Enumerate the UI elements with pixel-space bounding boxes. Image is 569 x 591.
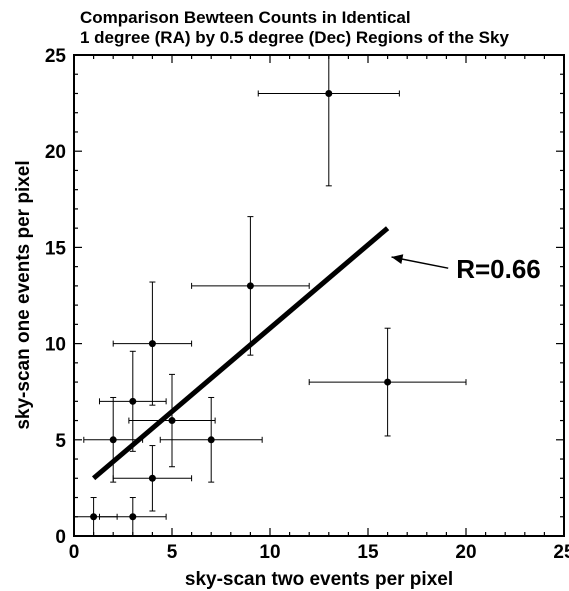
- data-point: [384, 378, 392, 386]
- x-tick-label: 20: [455, 542, 476, 563]
- x-tick-label: 0: [69, 542, 80, 563]
- y-tick-label: 5: [55, 431, 66, 452]
- data-point: [129, 397, 137, 405]
- data-point: [246, 282, 254, 290]
- y-axis-label: sky-scan one events per pixel: [13, 160, 34, 429]
- data-point: [129, 513, 137, 521]
- fit-line-group: [91, 226, 390, 481]
- fit-line: [91, 226, 390, 481]
- annotation-arrow-head: [391, 254, 404, 265]
- error-bars: [73, 55, 467, 537]
- data-point: [90, 513, 98, 521]
- x-tick-label: 25: [553, 542, 569, 563]
- y-tick-label: 10: [45, 335, 66, 356]
- y-tick-label: 20: [45, 142, 66, 163]
- data-point: [109, 436, 117, 444]
- data-point: [168, 417, 176, 425]
- data-point: [325, 89, 333, 97]
- y-tick-label: 15: [45, 238, 67, 259]
- plot-frame: [73, 54, 565, 537]
- annotation-group: R=0.66: [391, 254, 541, 284]
- chart-title-line-2: 1 degree (RA) by 0.5 degree (Dec) Region…: [80, 28, 509, 47]
- y-tick-label: 0: [55, 527, 66, 548]
- annotation-text: R=0.66: [456, 254, 541, 284]
- data-point: [148, 340, 156, 348]
- data-point: [148, 474, 156, 482]
- data-points: [90, 89, 392, 521]
- x-axis-label: sky-scan two events per pixel: [185, 569, 453, 590]
- axis-ticks: 0 5 10 15 20 25 0 5 10 15 20 25: [45, 46, 569, 563]
- y-tick-label: 25: [45, 46, 67, 67]
- x-tick-label: 5: [167, 542, 178, 563]
- x-tick-label: 15: [357, 542, 379, 563]
- data-point: [207, 436, 215, 444]
- chart-title-line-1: Comparison Bewteen Counts in Identical: [80, 8, 411, 27]
- x-tick-label: 10: [259, 542, 280, 563]
